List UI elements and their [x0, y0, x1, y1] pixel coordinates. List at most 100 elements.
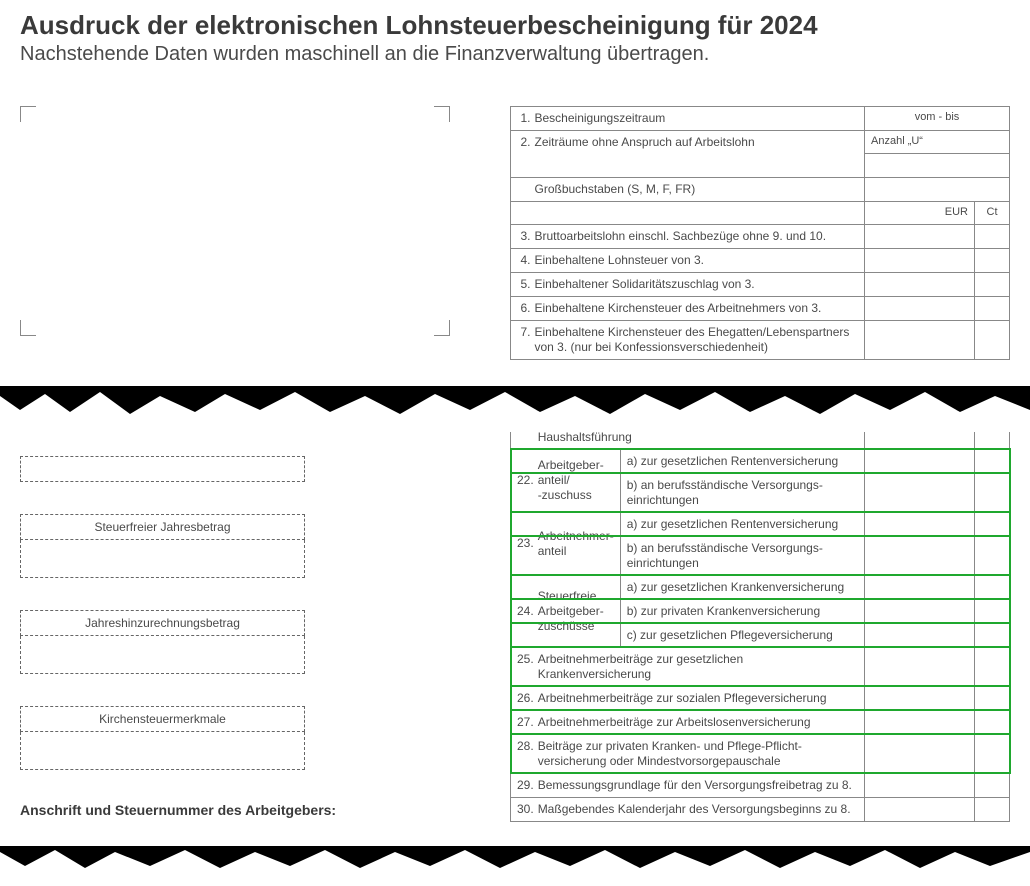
- col-header-eur: EUR: [865, 201, 975, 224]
- table-row: 3. Bruttoarbeitslohn einschl. Sachbezüge…: [511, 224, 1010, 248]
- value-ct: [975, 449, 1010, 473]
- table-row: 29. Bemessungsgrundlage für den Versorgu…: [511, 773, 1010, 797]
- value-ct: [975, 320, 1010, 359]
- value-ct: [975, 512, 1010, 536]
- table-row: 22. Arbeitgeber- anteil/ -zuschuss a) zu…: [511, 449, 1010, 473]
- value-ct: [975, 734, 1010, 773]
- row-num: 3.: [511, 224, 533, 248]
- value-ct: [975, 410, 1010, 449]
- value-eur: [865, 410, 975, 449]
- table-row: 27. Arbeitnehmerbeiträge zur Arbeitslose…: [511, 710, 1010, 734]
- value-eur: [865, 473, 975, 512]
- row-sublabel: a) zur gesetzlichen Krankenversicherung: [620, 575, 864, 599]
- row-num: 5.: [511, 272, 533, 296]
- value-eur: [865, 647, 975, 686]
- value-ct: [975, 272, 1010, 296]
- torn-edge-icon: [0, 846, 1030, 886]
- value-ct: [975, 296, 1010, 320]
- row-label: Beiträge zur privaten Kranken- und Pfleg…: [536, 734, 865, 773]
- value-ct: [975, 710, 1010, 734]
- row-label: Arbeitnehmerbeiträge zur gesetzlichen Kr…: [536, 647, 865, 686]
- value-ct: [975, 248, 1010, 272]
- value-ct: [975, 575, 1010, 599]
- table-row: 6. Einbehaltene Kirchensteuer des Arbeit…: [511, 296, 1010, 320]
- value-eur: [865, 686, 975, 710]
- row-label: Einbehaltene Kirchensteuer des Ehegatten…: [533, 320, 865, 359]
- value-ct: [975, 773, 1010, 797]
- row-num: 1.: [511, 107, 533, 131]
- value-ct: [975, 686, 1010, 710]
- value-eur: [865, 797, 975, 821]
- table-row: 28. Beiträge zur privaten Kranken- und P…: [511, 734, 1010, 773]
- value-ct: [975, 647, 1010, 686]
- value-eur: [865, 734, 975, 773]
- table-row: 30. Maßgebendes Kalenderjahr des Versorg…: [511, 797, 1010, 821]
- row-label: Bruttoarbeitslohn einschl. Sachbezüge oh…: [533, 224, 865, 248]
- dashed-box-empty: [20, 456, 305, 482]
- row-num: 30.: [511, 797, 536, 821]
- value-eur: [865, 449, 975, 473]
- value-ct: [975, 797, 1010, 821]
- columns: Steuerfreier Jahresbetrag Jahreshinzurec…: [20, 106, 1010, 822]
- row-num: 2.: [511, 131, 533, 178]
- row-num: 7.: [511, 320, 533, 359]
- value-ct: [975, 224, 1010, 248]
- value-cell: [865, 153, 1010, 177]
- row-sublabel: a) zur gesetzlichen Rentenversicherung: [620, 449, 864, 473]
- value-eur: [865, 248, 975, 272]
- row-label: Großbuchstaben (S, M, F, FR): [533, 177, 865, 201]
- value-eur: [865, 623, 975, 647]
- form-table-bottom: 21. Steuerfreie Arbeitgeberleistungen be…: [510, 410, 1010, 822]
- value-eur: [865, 575, 975, 599]
- table-row: EUR Ct: [511, 201, 1010, 224]
- crop-corner-icon: [434, 106, 450, 122]
- form-table-top: 1. Bescheinigungszeitraum vom - bis 2. Z…: [510, 106, 1010, 360]
- value-eur: [865, 536, 975, 575]
- row-num: 22.: [511, 449, 536, 512]
- row-num: 6.: [511, 296, 533, 320]
- row-num: [511, 177, 533, 201]
- row-num: 25.: [511, 647, 536, 686]
- spacer-cell: [511, 201, 865, 224]
- row-num: 27.: [511, 710, 536, 734]
- row-label: Einbehaltener Solidaritätszuschlag von 3…: [533, 272, 865, 296]
- dashed-group-hinzurechnung: Jahreshinzurechnungsbetrag: [20, 610, 305, 674]
- row-num: 24.: [511, 575, 536, 647]
- row-label: Maßgebendes Kalenderjahr des Versorgungs…: [536, 797, 865, 821]
- row-label: Arbeitnehmerbeiträge zur sozialen Pflege…: [536, 686, 865, 710]
- value-ct: [975, 473, 1010, 512]
- tear-gap: [20, 366, 480, 456]
- dashed-group-top: [20, 456, 305, 482]
- row-label: Zeiträume ohne Anspruch auf Arbeitslohn: [533, 131, 865, 178]
- crop-corner-icon: [20, 106, 36, 122]
- value-ct: [975, 536, 1010, 575]
- table-row: 26. Arbeitnehmerbeiträge zur sozialen Pf…: [511, 686, 1010, 710]
- row-sublabel: b) an berufsständische Versorgungs- einr…: [620, 473, 864, 512]
- crop-corner-icon: [434, 320, 450, 336]
- dashed-label: Kirchensteuermerkmale: [20, 706, 305, 732]
- page-title: Ausdruck der elektronischen Lohnsteuerbe…: [20, 10, 1010, 41]
- table-row: 5. Einbehaltener Solidaritätszuschlag vo…: [511, 272, 1010, 296]
- value-eur: [865, 320, 975, 359]
- value-ct: [975, 599, 1010, 623]
- dashed-group-kirche: Kirchensteuermerkmale: [20, 706, 305, 770]
- col-header: vom - bis: [865, 107, 1010, 131]
- table-row: 2. Zeiträume ohne Anspruch auf Arbeitslo…: [511, 131, 1010, 154]
- page-subtitle: Nachstehende Daten wurden maschinell an …: [20, 43, 1010, 66]
- value-eur: [865, 512, 975, 536]
- tear-gap: [510, 360, 1010, 410]
- row-label: Bescheinigungszeitraum: [533, 107, 865, 131]
- row-label: Arbeitgeber- anteil/ -zuschuss: [536, 449, 621, 512]
- row-num: 4.: [511, 248, 533, 272]
- value-eur: [865, 710, 975, 734]
- left-column: Steuerfreier Jahresbetrag Jahreshinzurec…: [20, 106, 480, 818]
- table-row: 1. Bescheinigungszeitraum vom - bis: [511, 107, 1010, 131]
- col-header-ct: Ct: [975, 201, 1010, 224]
- dashed-value: [20, 732, 305, 770]
- row-sublabel: a) zur gesetzlichen Rentenversicherung: [620, 512, 864, 536]
- row-sublabel: b) an berufsständische Versorgungs- einr…: [620, 536, 864, 575]
- right-column: 1. Bescheinigungszeitraum vom - bis 2. Z…: [510, 106, 1010, 822]
- table-row: 24. Steuerfreie Arbeitgeber- zuschüsse a…: [511, 575, 1010, 599]
- employer-address-heading: Anschrift und Steuernummer des Arbeitgeb…: [20, 802, 480, 818]
- row-label: Einbehaltene Kirchensteuer des Arbeitneh…: [533, 296, 865, 320]
